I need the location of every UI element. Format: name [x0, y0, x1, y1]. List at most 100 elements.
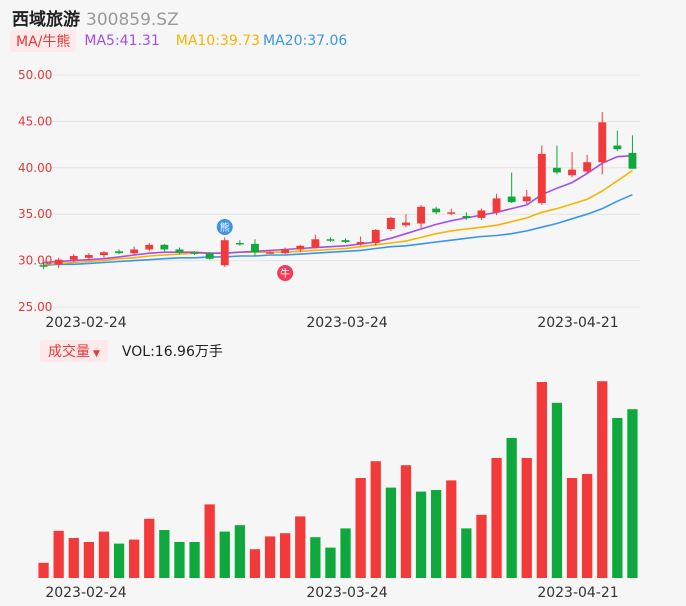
candle-body — [296, 245, 305, 250]
volume-bar — [189, 542, 200, 578]
candlestick — [115, 249, 123, 255]
candle-body — [522, 196, 531, 202]
volume-bar — [627, 409, 638, 578]
candle-body — [84, 255, 93, 258]
candlestick — [386, 216, 395, 231]
volume-bar — [264, 536, 276, 578]
price-date-label: 2023-03-24 — [306, 315, 387, 331]
candlestick — [628, 135, 637, 169]
volume-date-label: 2023-03-24 — [306, 585, 387, 601]
volume-bar — [340, 528, 351, 578]
ma5-value: MA5:41.31 — [84, 33, 160, 49]
candle-body — [356, 242, 365, 244]
candle-body — [537, 153, 546, 204]
price-tick-label: 35.00 — [18, 207, 52, 221]
candlestick — [522, 190, 531, 204]
candle-body — [54, 259, 63, 265]
volume-bar — [506, 438, 517, 578]
candle-body — [205, 253, 214, 259]
candlesticks — [39, 112, 637, 269]
candlestick — [341, 238, 350, 243]
volume-indicator-bar: 成交量 ▼ VOL:16.96万手 — [40, 340, 223, 362]
candlestick — [175, 247, 184, 255]
ma10-line — [43, 169, 633, 266]
candlestick — [84, 253, 93, 261]
volume-date-label: 2023-04-21 — [537, 585, 618, 601]
candle-body — [402, 222, 410, 226]
candle-body — [598, 122, 607, 163]
stock-name: 西域旅游 — [12, 10, 80, 30]
candle-body — [417, 206, 425, 224]
candlestick — [296, 244, 305, 253]
volume-bar — [431, 490, 442, 578]
volume-bar — [159, 530, 170, 578]
candlestick — [417, 204, 425, 229]
candle-body — [311, 239, 320, 248]
caret-down-icon: ▼ — [93, 349, 100, 359]
ma20-line — [43, 193, 633, 266]
volume-bar — [174, 542, 185, 578]
candlestick — [54, 257, 63, 269]
price-date-label: 2023-02-24 — [45, 315, 126, 331]
candlestick — [537, 145, 546, 205]
ma-indicator-selector[interactable]: MA/牛熊 — [10, 30, 77, 52]
price-axis-labels: 50.00 45.00 40.00 35.00 30.00 25.00 — [18, 68, 52, 314]
volume-bar — [370, 461, 381, 578]
candlestick — [220, 237, 229, 268]
stock-header: 西域旅游 300859.SZ — [12, 5, 179, 30]
candlestick — [326, 237, 335, 243]
volume-bar — [612, 418, 623, 578]
volume-selector-label: 成交量 — [48, 344, 90, 360]
candle-body — [628, 152, 637, 169]
candlestick — [266, 251, 274, 254]
volume-bar — [551, 402, 563, 578]
volume-bar — [83, 542, 94, 578]
candle-body — [266, 252, 274, 254]
candle-body — [371, 229, 380, 243]
candlestick — [160, 243, 169, 252]
ma5-line — [43, 154, 633, 264]
candlestick — [507, 172, 516, 204]
candlestick — [462, 212, 471, 220]
candlestick — [432, 206, 441, 215]
ma10-value: MA10:39.73 — [175, 33, 261, 49]
volume-bar — [476, 514, 487, 578]
candlestick — [613, 130, 622, 152]
candlestick — [130, 246, 139, 256]
volume-indicator-selector[interactable]: 成交量 ▼ — [40, 340, 108, 362]
candlestick — [145, 242, 154, 252]
ma20-value: MA20:37.06 — [263, 33, 348, 49]
price-tick-label: 30.00 — [18, 254, 52, 268]
price-tick-label: 40.00 — [18, 161, 52, 175]
candle-body — [462, 216, 471, 218]
moving-average-lines — [43, 154, 633, 266]
volume-bar — [415, 491, 427, 578]
candle-body — [130, 249, 139, 254]
candlestick — [371, 229, 380, 246]
volume-bar — [461, 528, 472, 578]
candle-body — [190, 252, 199, 254]
volume-bar — [582, 474, 593, 578]
candlestick — [402, 214, 410, 228]
candlestick — [251, 239, 259, 256]
bear-marker-icon-badge — [216, 219, 233, 235]
volume-bar — [249, 549, 261, 578]
volume-bar — [597, 381, 608, 578]
candle-body — [553, 167, 561, 173]
volume-bar — [385, 487, 396, 578]
stock-code: 300859.SZ — [86, 10, 179, 30]
signal-markers: 熊牛 — [216, 219, 294, 281]
volume-bar — [53, 530, 64, 578]
bear-marker-icon: 熊 — [216, 219, 233, 235]
volume-bar — [536, 382, 547, 578]
volume-bar — [219, 531, 230, 578]
candle-body — [220, 240, 229, 266]
bull-marker-icon: 牛 — [277, 265, 294, 281]
candle-body — [613, 145, 622, 150]
volume-bar — [325, 547, 336, 578]
candlestick — [281, 247, 290, 255]
candlestick — [100, 251, 108, 258]
volume-bar — [521, 458, 532, 578]
candle-body — [507, 196, 516, 203]
